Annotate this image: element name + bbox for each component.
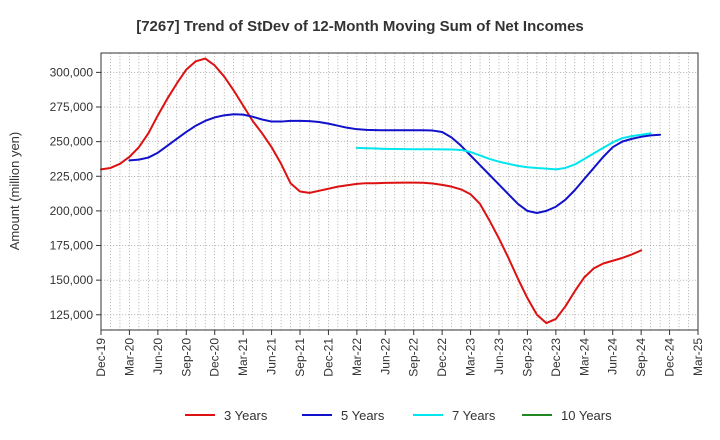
- legend-label-10-years: 10 Years: [561, 408, 612, 423]
- x-axis-ticks: Dec-19 Mar-20 Jun-20 Sep-20 Dec-20 Mar-21 Jun-…: [94, 330, 705, 377]
- legend-label-7-years: 7 Years: [452, 408, 496, 423]
- x-tick-label: Dec-24: [663, 338, 677, 377]
- y-tick-label: 125,000: [50, 308, 94, 322]
- y-tick-label: 250,000: [50, 135, 94, 149]
- x-tick-label: Sep-22: [407, 338, 421, 377]
- series-lines: [100, 57, 662, 325]
- y-tick-label: 275,000: [50, 100, 94, 114]
- x-tick-label: Jun-20: [151, 338, 165, 375]
- series-line-7-years: [355, 132, 652, 171]
- legend-label-3-years: 3 Years: [224, 408, 268, 423]
- series-line-5-years: [128, 113, 662, 214]
- x-tick-label: Sep-21: [293, 338, 307, 377]
- x-tick-label: Mar-20: [122, 338, 136, 376]
- x-tick-label: Sep-20: [179, 338, 193, 377]
- x-tick-label: Sep-24: [634, 338, 648, 377]
- x-tick-label: Jun-22: [378, 338, 392, 375]
- y-axis-label: Amount (million yen): [7, 132, 22, 251]
- x-tick-label: Dec-21: [321, 338, 335, 377]
- x-tick-label: Mar-21: [236, 338, 250, 376]
- y-tick-label: 150,000: [50, 273, 94, 287]
- x-tick-label: Jun-21: [265, 338, 279, 375]
- chart-title: [7267] Trend of StDev of 12-Month Moving…: [136, 18, 584, 35]
- x-tick-label: Dec-23: [549, 338, 563, 377]
- x-tick-label: Jun-23: [492, 338, 506, 375]
- grid: [101, 53, 698, 330]
- y-tick-label: 200,000: [50, 204, 94, 218]
- x-tick-label: Mar-24: [577, 338, 591, 376]
- legend-label-5-years: 5 Years: [341, 408, 385, 423]
- y-axis-ticks: 125,000 150,000 175,000 200,000 225,000 250,0…: [50, 65, 101, 322]
- plot-area: [100, 52, 699, 331]
- legend: 3 Years 5 Years 7 Years 10 Years: [185, 408, 612, 423]
- x-tick-label: Mar-23: [464, 338, 478, 376]
- x-tick-label: Jun-24: [606, 338, 620, 375]
- y-tick-label: 300,000: [50, 65, 94, 79]
- y-tick-label: 225,000: [50, 169, 94, 183]
- x-tick-label: Mar-22: [350, 338, 364, 376]
- x-tick-label: Dec-19: [94, 338, 108, 377]
- x-tick-label: Sep-23: [520, 338, 534, 377]
- y-tick-label: 175,000: [50, 239, 94, 253]
- x-tick-label: Mar-25: [691, 338, 705, 376]
- x-tick-label: Dec-20: [208, 338, 222, 377]
- series-line-3-years: [100, 57, 643, 325]
- x-tick-label: Dec-22: [435, 338, 449, 377]
